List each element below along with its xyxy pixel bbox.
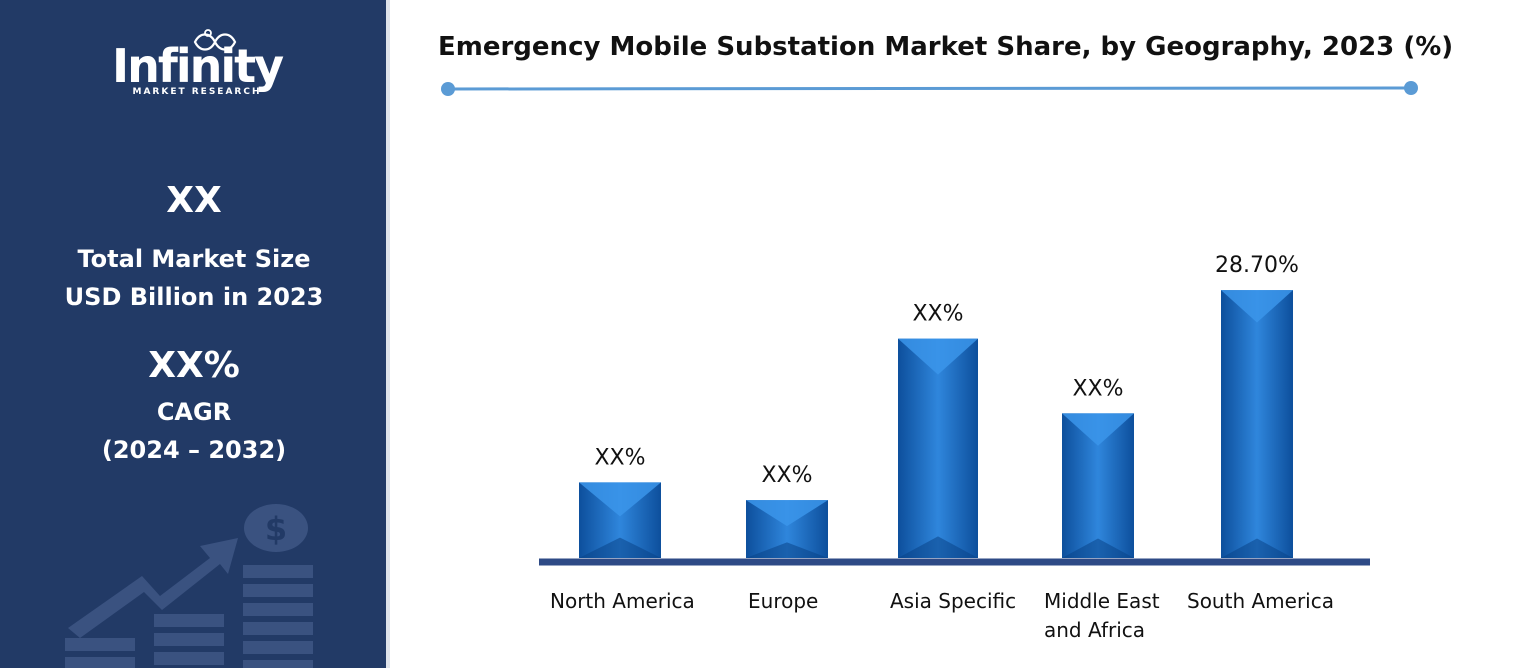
infinity-swirl-icon [193, 29, 237, 51]
bar-top-bevel [1062, 413, 1134, 446]
bar-bottom-bevel [579, 537, 661, 558]
bar-top-bevel [746, 500, 828, 527]
cagr-label: CAGR [156, 398, 232, 426]
cagr-value: XX% [148, 345, 240, 386]
bar-bottom-bevel [746, 542, 828, 558]
category-label: North America [550, 589, 695, 613]
company-logo: Infinity MARKET RESEARCH [112, 28, 284, 100]
logo-tagline: MARKET RESEARCH [132, 87, 262, 97]
bar-chart: XX% North America XX% Europe XX% Asia Specifi… [539, 253, 1370, 642]
bar-top-bevel [898, 338, 978, 375]
bar-3 [898, 338, 978, 558]
bar-body [898, 338, 978, 558]
category-label: Europe [748, 589, 818, 613]
sidebar-divider [386, 0, 390, 668]
bar-5 [1221, 290, 1293, 558]
title-underline [441, 81, 1418, 96]
svg-text:$: $ [265, 510, 287, 548]
data-label: XX% [912, 302, 963, 327]
data-label: 28.70% [1215, 253, 1299, 278]
growth-dollar-icon: $ [65, 504, 313, 668]
bar-bottom-bevel [898, 536, 978, 558]
bar-2 [746, 500, 828, 558]
market-size-label: Total Market Size [77, 245, 311, 273]
bar-top-bevel [579, 482, 661, 517]
category-label: South America [1187, 589, 1334, 613]
category-label: Middle East and Africa [1044, 589, 1160, 642]
sidebar-panel: Infinity MARKET RESEARCH XX Total Market… [0, 0, 388, 668]
data-label: XX% [594, 445, 645, 470]
bar-bottom-bevel [1221, 538, 1293, 558]
bar-1 [579, 482, 661, 558]
bar-top-bevel [1221, 290, 1293, 323]
market-size-unit: USD Billion in 2023 [64, 283, 324, 311]
data-label: XX% [761, 463, 812, 488]
logo-wordmark: Infinity [112, 39, 284, 93]
market-size-value: XX [166, 180, 222, 221]
data-label: XX% [1072, 376, 1123, 401]
cagr-period: (2024 – 2032) [101, 436, 287, 464]
bar-4 [1062, 413, 1134, 558]
category-label: Asia Specific [890, 589, 1016, 613]
bar-bottom-bevel [1062, 538, 1134, 558]
bar-body [1221, 290, 1293, 558]
chart-title: Emergency Mobile Substation Market Share… [438, 32, 1454, 62]
